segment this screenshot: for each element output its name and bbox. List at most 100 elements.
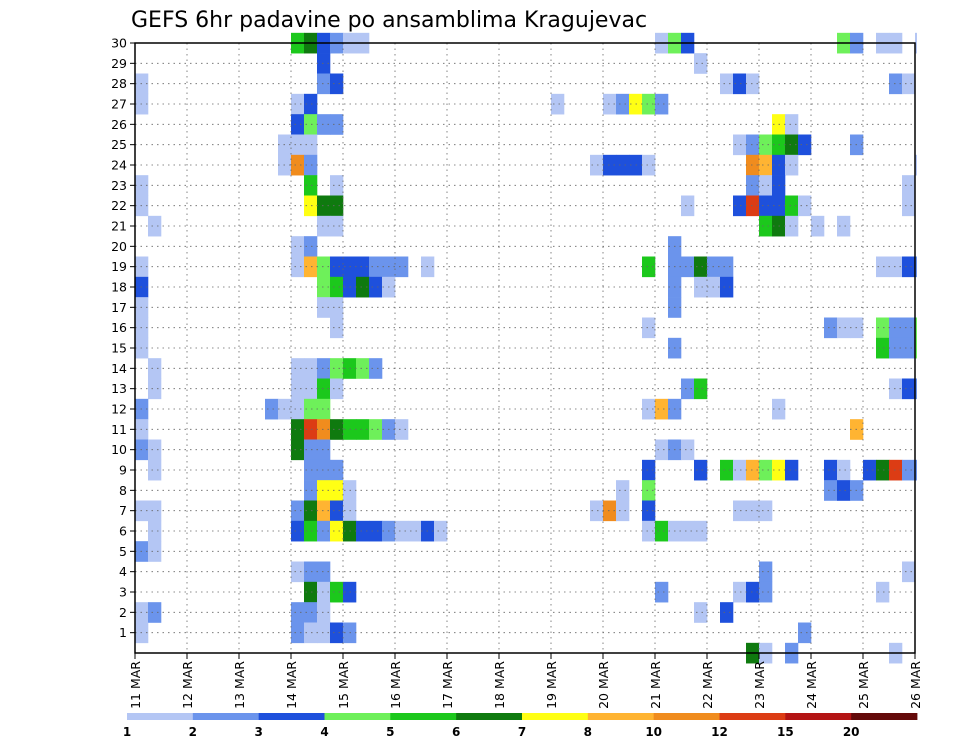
heatmap-cell — [902, 561, 916, 583]
y-tick-label: 18 — [111, 280, 127, 295]
heatmap-cell — [915, 32, 917, 54]
heatmap-cell — [148, 215, 162, 237]
y-tick-label: 26 — [111, 117, 127, 132]
heatmap-cell — [642, 459, 656, 481]
heatmap-cell — [902, 317, 916, 339]
legend-swatch — [522, 713, 589, 720]
y-tick-label: 19 — [111, 259, 127, 274]
heatmap-cell — [902, 378, 916, 400]
heatmap-cell — [304, 175, 318, 196]
heatmap-cell — [330, 215, 344, 237]
heatmap-cell — [876, 256, 890, 278]
legend-label: 10 — [645, 725, 662, 739]
heatmap-cell — [746, 581, 760, 603]
legend-swatch — [851, 713, 918, 720]
heatmap-cell — [317, 378, 331, 400]
x-tick-label: 18 MAR — [492, 661, 507, 709]
heatmap-cell — [330, 459, 344, 481]
heatmap-cell — [759, 500, 773, 522]
heatmap-cell — [759, 561, 773, 583]
heatmap-cell — [681, 378, 695, 400]
x-tick-label: 22 MAR — [700, 661, 715, 709]
heatmap-cell — [642, 317, 656, 339]
heatmap-cell — [317, 561, 331, 583]
heatmap-cell — [837, 480, 851, 501]
heatmap-cell — [590, 154, 604, 176]
y-tick-label: 1 — [119, 625, 127, 640]
heatmap-cell — [681, 195, 695, 217]
heatmap-cell — [148, 602, 162, 623]
heatmap-cell — [824, 480, 838, 501]
y-tick-label: 2 — [119, 605, 127, 620]
heatmap-cell — [824, 459, 838, 481]
legend-swatch — [258, 713, 325, 720]
heatmap-cell — [330, 256, 344, 278]
heatmap-cell — [291, 500, 305, 522]
legend-label: 8 — [584, 725, 592, 739]
heatmap-cell — [785, 114, 799, 135]
y-tick-label: 16 — [111, 320, 127, 335]
y-tick-label: 13 — [111, 381, 127, 396]
heatmap-cell — [304, 520, 318, 542]
y-tick-label: 6 — [119, 524, 127, 539]
heatmap-cell — [304, 500, 318, 522]
legend-label: 12 — [711, 725, 728, 739]
heatmap-cell — [317, 439, 331, 461]
heatmap-cell — [291, 114, 305, 135]
heatmap-cell — [330, 500, 344, 522]
legend-swatch — [587, 713, 655, 720]
heatmap-cell — [304, 561, 318, 583]
heatmap-cell — [720, 602, 734, 623]
heatmap-cell — [356, 419, 370, 440]
heatmap-cell — [317, 215, 331, 237]
heatmap-cell — [837, 215, 851, 237]
legend-swatch — [192, 713, 260, 720]
heatmap-cell — [291, 358, 305, 379]
heatmap-cell — [733, 459, 747, 481]
heatmap-cell — [304, 114, 318, 135]
heatmap-cell — [590, 500, 604, 522]
heatmap-cell — [356, 520, 370, 542]
heatmap-cell — [642, 93, 656, 115]
heatmap-cell — [785, 195, 799, 217]
y-tick-label: 29 — [111, 56, 127, 71]
y-tick-label: 8 — [119, 483, 127, 498]
heatmap-cell — [304, 459, 318, 481]
x-tick-label: 16 MAR — [388, 661, 403, 709]
heatmap-cell — [655, 93, 669, 115]
heatmap-cell — [616, 93, 630, 115]
heatmap-cell — [642, 480, 656, 501]
legend-swatch — [456, 713, 523, 720]
legend-label: 6 — [452, 725, 460, 739]
heatmap-cell — [889, 256, 903, 278]
x-tick-label: 13 MAR — [232, 661, 247, 709]
heatmap-cell — [915, 154, 917, 176]
heatmap-cell — [733, 500, 747, 522]
y-tick-label: 5 — [119, 544, 127, 559]
heatmap-cell — [655, 581, 669, 603]
heatmap-cell — [603, 154, 617, 176]
x-tick-label: 24 MAR — [804, 661, 819, 709]
heatmap-cell — [317, 581, 331, 603]
heatmap-cell — [395, 520, 409, 542]
heatmap-cell — [876, 317, 890, 339]
heatmap-cell — [902, 459, 916, 481]
heatmap-cell — [317, 114, 331, 135]
heatmap-cell — [304, 439, 318, 461]
heatmap-cell — [837, 459, 851, 481]
x-tick-label: 23 MAR — [752, 661, 767, 709]
heatmap-cell — [317, 500, 331, 522]
heatmap-cell — [694, 520, 708, 542]
x-tick-label: 14 MAR — [284, 661, 299, 709]
heatmap-cell — [642, 256, 656, 278]
heatmap-cell — [642, 520, 656, 542]
heatmap-cell — [798, 622, 812, 644]
heatmap-cell — [720, 459, 734, 481]
y-tick-label: 17 — [111, 300, 127, 315]
heatmap-cell — [889, 317, 903, 339]
heatmap-cell — [304, 256, 318, 278]
heatmap-cell — [317, 398, 331, 420]
heatmap-cell — [317, 297, 331, 318]
heatmap-cell — [889, 459, 903, 481]
heatmap-cell — [317, 622, 331, 644]
